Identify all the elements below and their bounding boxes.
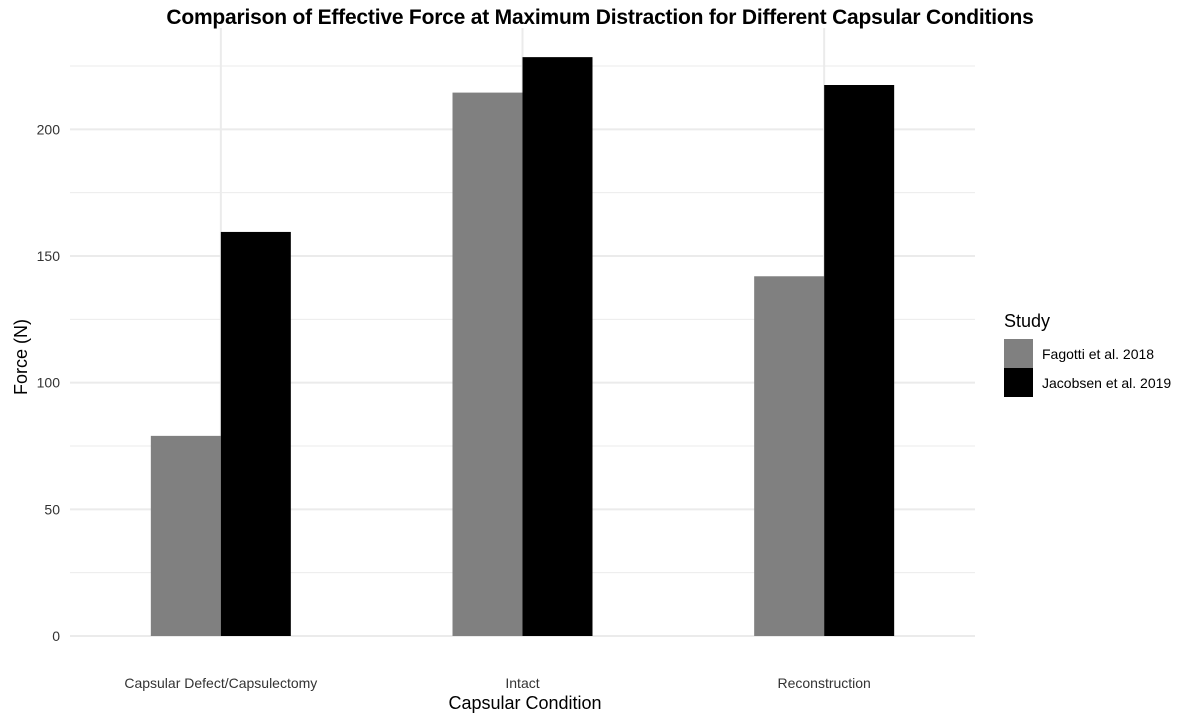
bar bbox=[522, 57, 593, 636]
bars bbox=[150, 57, 895, 637]
x-tick-label: Intact bbox=[505, 675, 539, 691]
x-tick-label: Reconstruction bbox=[777, 675, 870, 691]
legend: Study Fagotti et al. 2018 Jacobsen et al.… bbox=[1004, 311, 1171, 397]
legend-label: Fagotti et al. 2018 bbox=[1042, 346, 1154, 362]
y-tick-label: 200 bbox=[37, 121, 61, 137]
legend-label: Jacobsen et al. 2019 bbox=[1042, 375, 1171, 391]
x-tick-label: Capsular Defect/Capsulectomy bbox=[124, 675, 317, 691]
y-axis-title: Force (N) bbox=[11, 319, 31, 395]
legend-title: Study bbox=[1004, 311, 1050, 331]
bar bbox=[452, 92, 523, 637]
bar bbox=[150, 435, 221, 636]
bar bbox=[754, 276, 825, 636]
legend-swatch bbox=[1004, 368, 1033, 397]
legend-swatch bbox=[1004, 339, 1033, 368]
bar bbox=[220, 231, 291, 636]
y-tick-label: 50 bbox=[44, 501, 60, 517]
x-axis-ticks: Capsular Defect/Capsulectomy Intact Recons… bbox=[124, 675, 871, 691]
y-tick-label: 0 bbox=[52, 628, 60, 644]
y-axis-ticks: 0 50 100 150 200 bbox=[37, 121, 61, 644]
chart-title: Comparison of Effective Force at Maximum… bbox=[166, 6, 1034, 29]
y-tick-label: 100 bbox=[37, 375, 61, 391]
y-tick-label: 150 bbox=[37, 248, 61, 264]
bar bbox=[824, 85, 895, 636]
x-axis-title: Capsular Condition bbox=[448, 693, 601, 713]
